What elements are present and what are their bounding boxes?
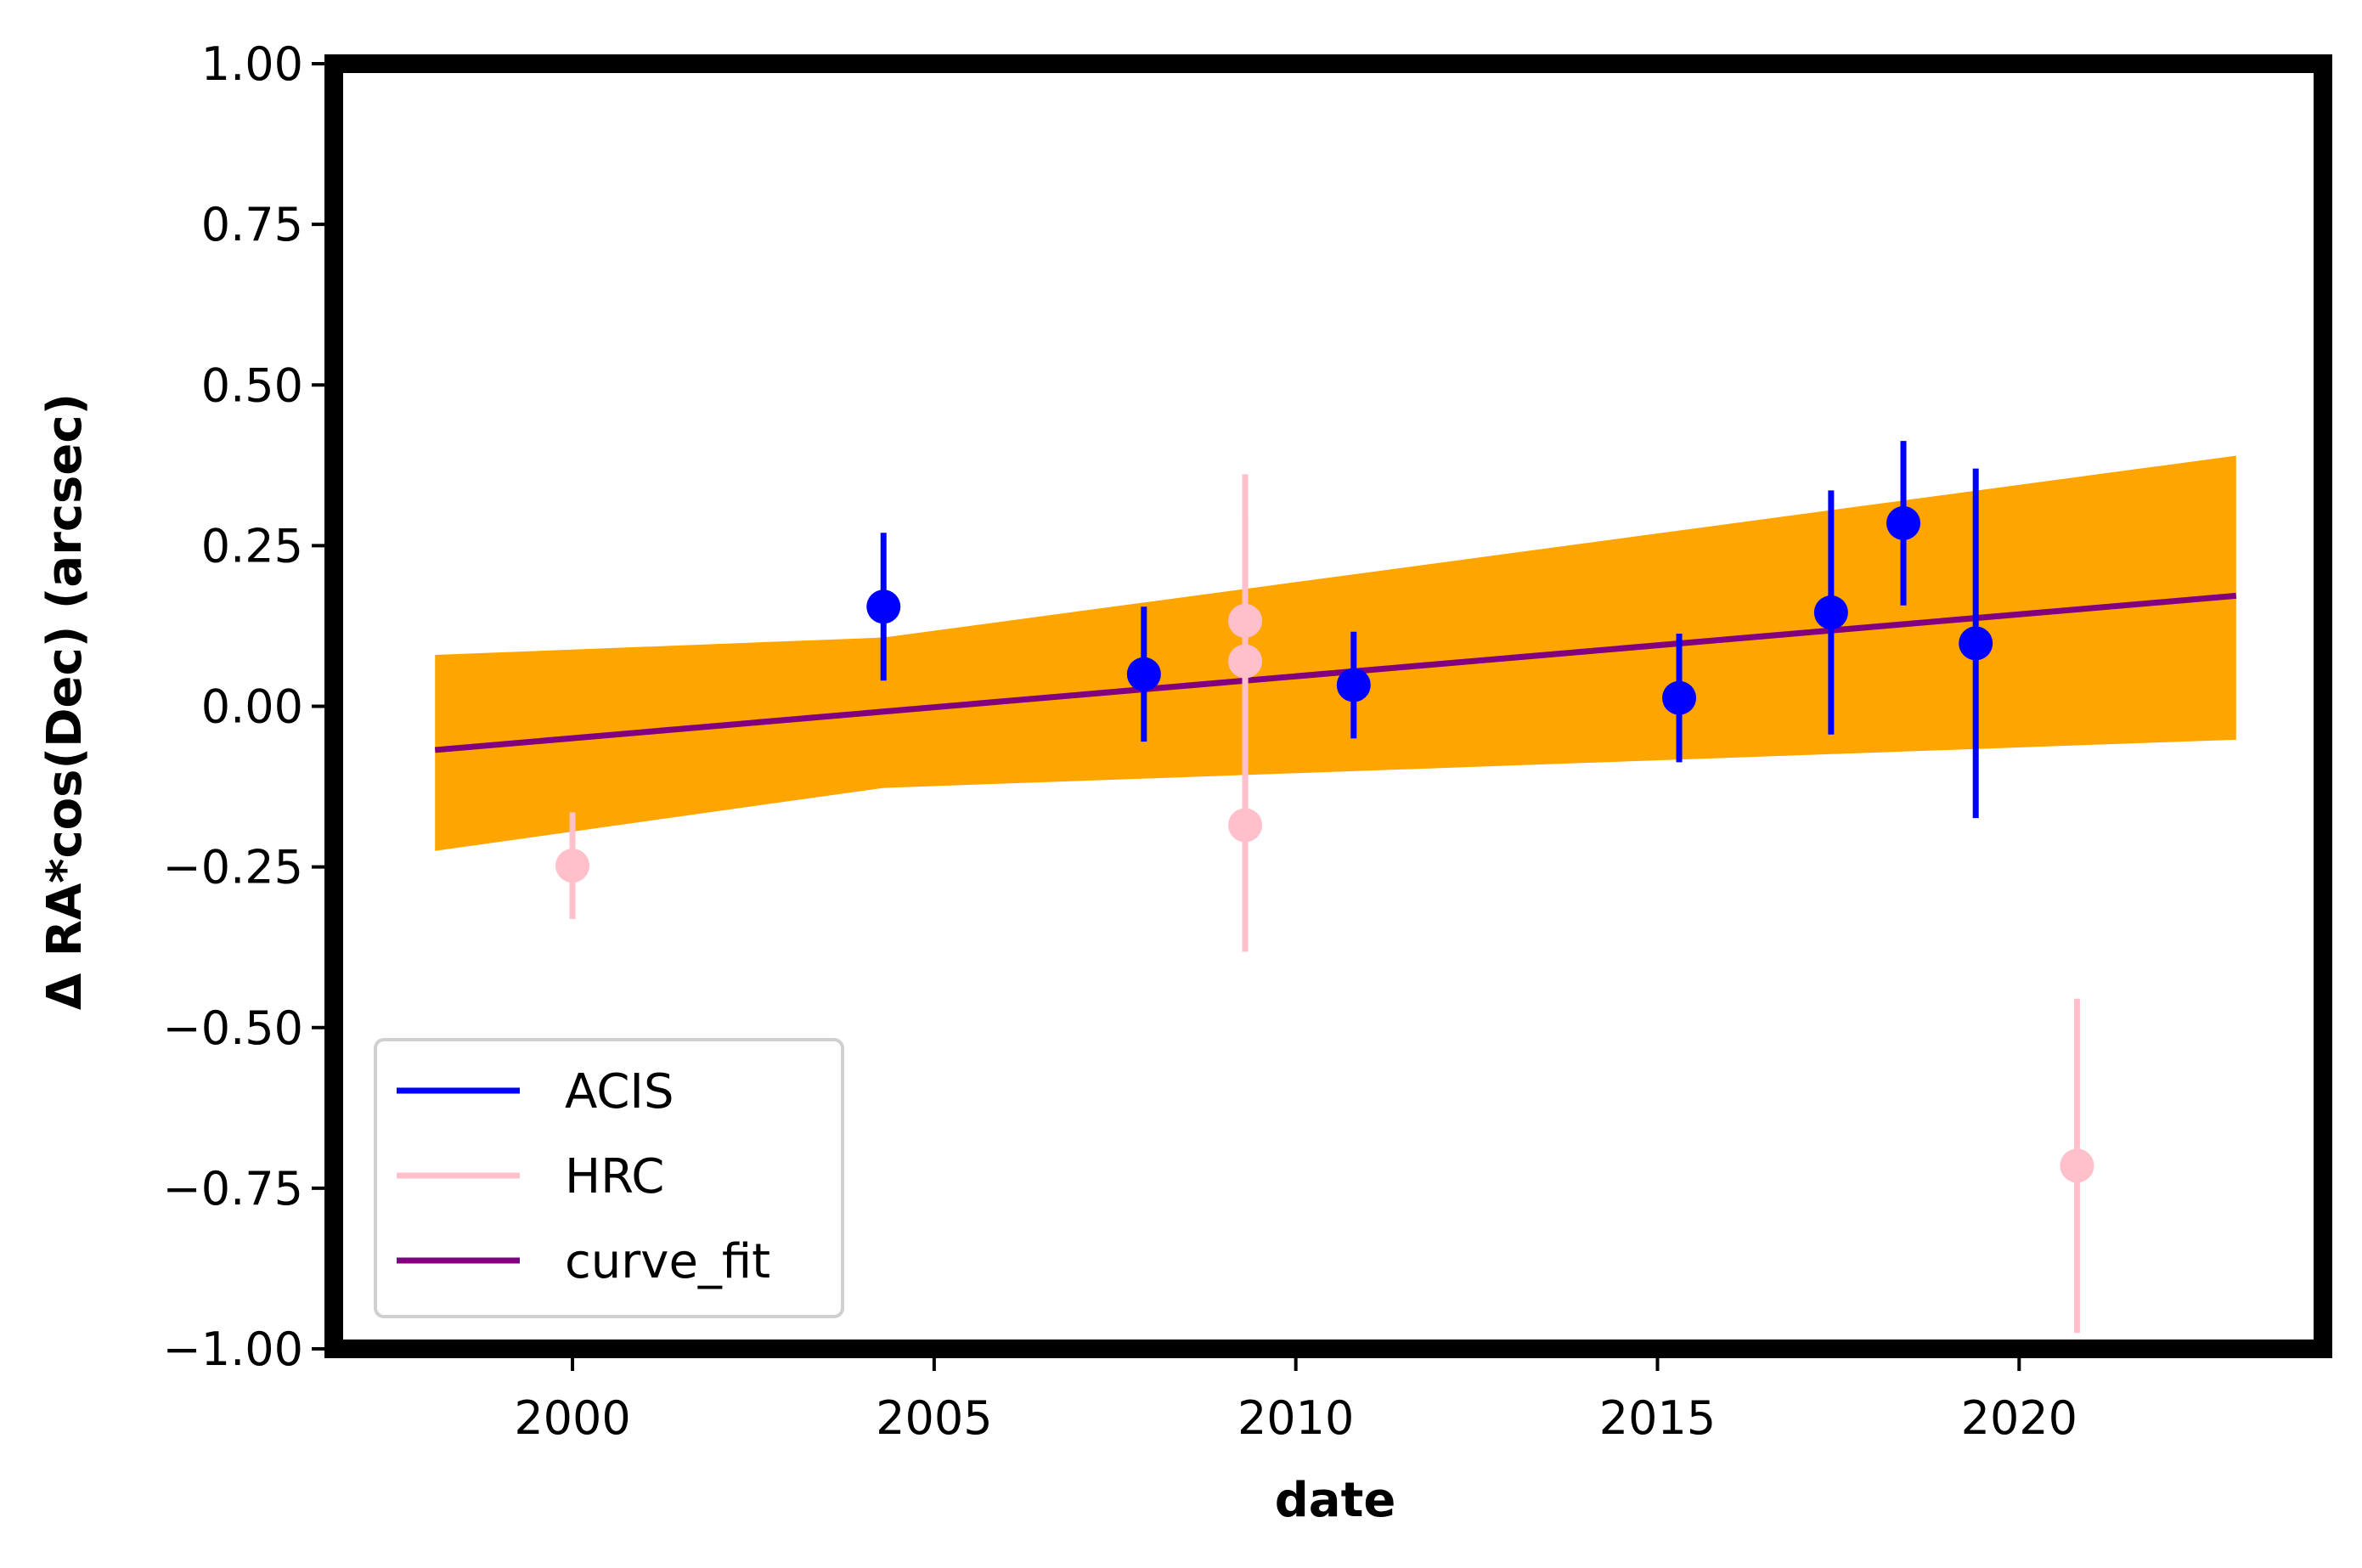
hrc-series [555, 474, 2094, 1334]
acis-series [866, 441, 1993, 819]
curve-fit-line [434, 592, 2237, 753]
x-axis: 2000 2005 2010 2015 2020 [514, 1358, 2077, 1445]
confidence-band-layer [435, 455, 2236, 851]
legend-label-acis: ACIS [565, 1064, 674, 1120]
y-tick-label: 1.00 [201, 37, 303, 91]
plot-frame [324, 54, 2332, 1358]
x-tick-label: 2015 [1599, 1391, 1716, 1445]
confidence-band [435, 455, 2236, 851]
acis-point [1336, 668, 1371, 702]
acis-point [1886, 505, 1921, 540]
y-tick-label: 0.00 [201, 680, 303, 734]
y-axis: 1.00 0.75 0.50 0.25 0.00 −0.25 −0.50 −0.75 −1.00 [163, 37, 324, 1376]
y-tick-label: 0.50 [201, 358, 303, 412]
y-tick-label: −0.75 [163, 1162, 303, 1215]
legend-label-hrc: HRC [565, 1149, 664, 1204]
legend-label-curve-fit: curve_fit [565, 1234, 770, 1289]
acis-point [1813, 595, 1848, 630]
x-tick-label: 2000 [514, 1391, 630, 1445]
x-tick-label: 2005 [876, 1391, 992, 1445]
y-tick-label: 0.25 [201, 519, 303, 572]
plot-frame-layer [324, 54, 2332, 1358]
x-tick-label: 2020 [1961, 1391, 2077, 1445]
hrc-point [2060, 1148, 2094, 1183]
hrc-point [555, 849, 590, 883]
x-axis-title: date [1275, 1473, 1396, 1528]
legend: ACIS HRC curve_fit [374, 1038, 844, 1318]
acis-point [866, 589, 901, 624]
curve-fit-layer [434, 592, 2237, 753]
y-axis-title: Δ RA*cos(Dec) (arcsec) [37, 393, 93, 1010]
data-points-layer [555, 441, 2094, 1334]
y-tick-label: −1.00 [163, 1323, 303, 1376]
y-tick-label: −0.50 [163, 1001, 303, 1055]
legend-box [374, 1038, 844, 1318]
y-tick-label: −0.25 [163, 841, 303, 894]
y-tick-label: 0.75 [201, 198, 303, 251]
acis-point [1126, 657, 1161, 691]
x-tick-label: 2010 [1237, 1391, 1354, 1445]
hrc-point [1228, 644, 1263, 679]
acis-point [1662, 680, 1697, 715]
acis-point [1959, 626, 1993, 661]
hrc-point [1228, 808, 1263, 843]
